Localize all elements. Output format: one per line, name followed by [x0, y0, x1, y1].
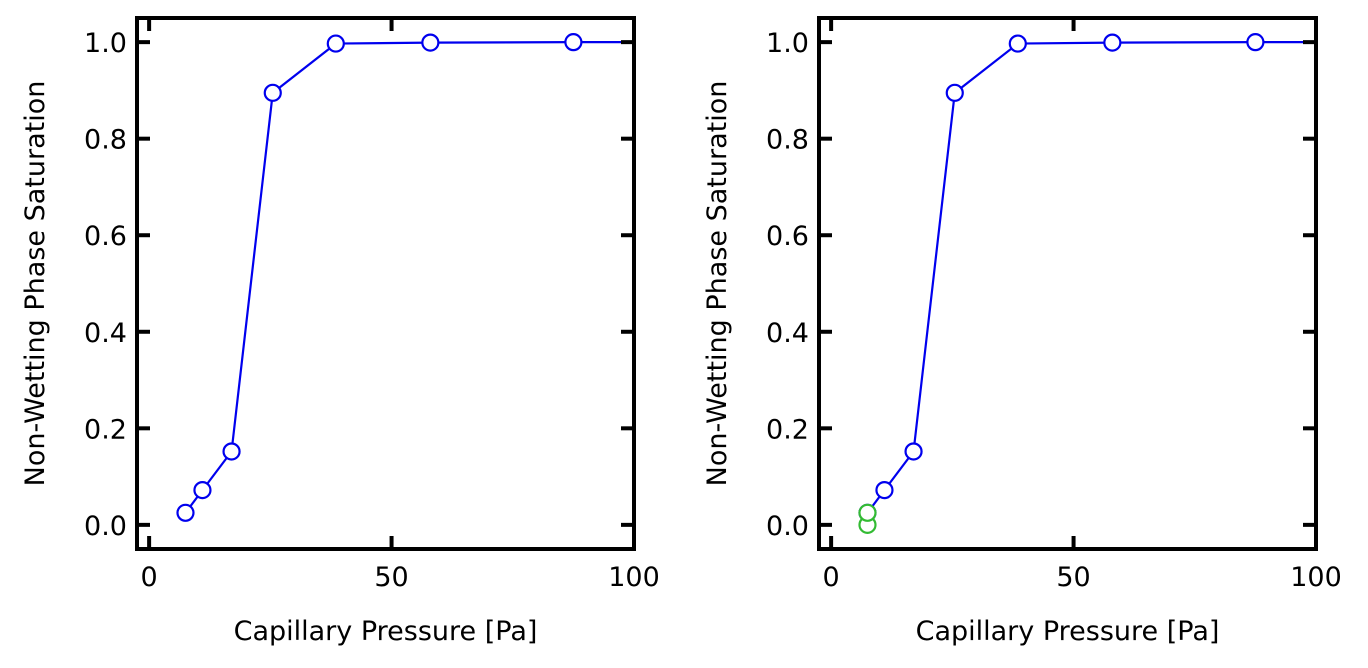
chart-left-ytick-label: 0.6 — [84, 221, 127, 252]
chart-right-ytick-label: 0.6 — [766, 221, 809, 252]
chart-right-ytick-label: 0.4 — [766, 318, 809, 349]
chart-left-series-0-point — [421, 33, 440, 52]
chart-left-series-0-point — [263, 83, 282, 102]
chart-left-series — [176, 33, 634, 522]
chart-left: 0 50 100 0.0 0.2 0.4 0.6 0.8 1.0 Capillary Press… — [20, 16, 660, 647]
chart-left-ytick-label: 0.4 — [84, 318, 127, 349]
chart-right-series-0-point — [1246, 33, 1265, 52]
chart-right-series-0-point — [875, 481, 894, 500]
chart-left-ytick-label: 0.2 — [84, 414, 127, 445]
chart-right-x-axis-label: Capillary Pressure [Pa] — [916, 616, 1220, 647]
chart-left-ytick-label: 0.0 — [84, 511, 127, 542]
chart-right-ytick-label: 1.0 — [766, 28, 809, 59]
chart-left-series-0-line — [184, 41, 634, 514]
chart-left-y-axis-label: Non-Wetting Phase Saturation — [20, 81, 51, 487]
chart-left-ytick-label: 1.0 — [84, 28, 127, 59]
chart-right-y-axis-label: Non-Wetting Phase Saturation — [702, 81, 733, 487]
chart-left-x-axis-label: Capillary Pressure [Pa] — [234, 616, 538, 647]
chart-right-ytick-label: 0.0 — [766, 511, 809, 542]
chart-right-ytick-label: 0.8 — [766, 125, 809, 156]
chart-left-ytick-label: 0.8 — [84, 125, 127, 156]
chart-left-series-0-point — [193, 481, 212, 500]
chart-left-frame — [135, 16, 636, 551]
chart-right-xtick-label: 0 — [823, 562, 840, 593]
chart-right-series-0-point — [1008, 34, 1027, 53]
chart-left-series-0-point — [176, 503, 195, 522]
chart-right-series-0-point — [904, 442, 923, 461]
chart-left-series-0-point — [222, 442, 241, 461]
chart-right: 0 50 100 0.0 0.2 0.4 0.6 0.8 1.0 Capillary Press… — [702, 16, 1342, 647]
chart-left-xtick-label: 100 — [608, 562, 660, 593]
chart-left-series-0-point — [326, 34, 345, 53]
chart-right-series-0-point — [1103, 33, 1122, 52]
chart-right-series-0-point — [945, 83, 964, 102]
chart-right-xtick-label: 50 — [1056, 562, 1090, 593]
chart-right-ticks: 0 50 100 0.0 0.2 0.4 0.6 0.8 1.0 — [766, 18, 1342, 593]
chart-left-xtick-label: 0 — [141, 562, 158, 593]
chart-right-series — [858, 33, 1316, 534]
chart-right-series-0-line — [866, 41, 1316, 514]
chart-right-xtick-label: 100 — [1290, 562, 1342, 593]
chart-right-ytick-label: 0.2 — [766, 414, 809, 445]
chart-right-frame — [817, 16, 1318, 551]
chart-left-xtick-label: 50 — [374, 562, 408, 593]
chart-left-ticks: 0 50 100 0.0 0.2 0.4 0.6 0.8 1.0 — [84, 18, 660, 593]
chart-left-series-0-point — [564, 33, 583, 52]
chart-right-series-1-point — [858, 503, 877, 522]
